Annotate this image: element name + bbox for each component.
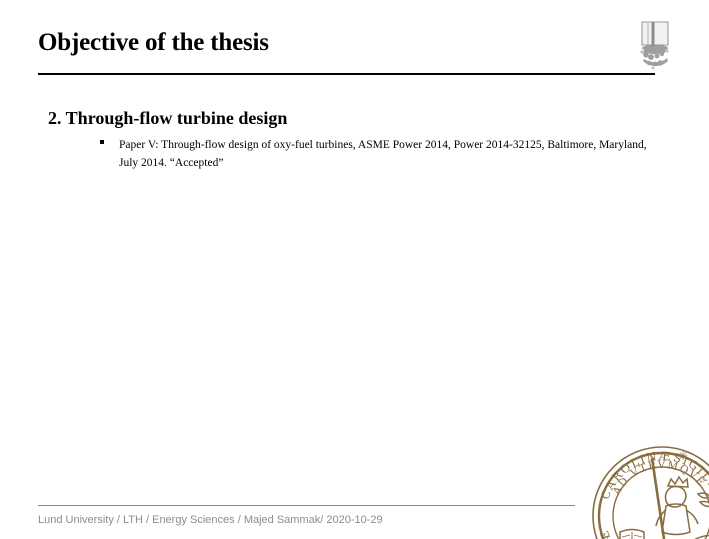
footer-text: Lund University / LTH / Energy Sciences … bbox=[38, 514, 383, 526]
list-item: Paper V: Through-flow design of oxy-fuel… bbox=[99, 135, 659, 171]
section-subheading: 2. Through-flow turbine design bbox=[48, 108, 288, 128]
citation-line-2: Baltimore, Maryland, July 2014. “Accepte… bbox=[119, 139, 647, 169]
page-title: Objective of the thesis bbox=[38, 29, 269, 56]
footer-divider bbox=[38, 505, 575, 506]
square-bullet-icon bbox=[100, 140, 104, 144]
svg-text:ORVM·CAROLINÆ: ORVM·CAROLINÆ bbox=[597, 528, 709, 539]
lund-emblem-small-icon bbox=[632, 19, 677, 71]
bullet-list: Paper V: Through-flow design of oxy-fuel… bbox=[99, 135, 659, 171]
title-divider bbox=[38, 73, 655, 75]
citation-line-1: Paper V: Through-flow design of oxy-fuel… bbox=[119, 139, 545, 151]
lund-university-seal-icon: CAROLINÆ SIGILL ORVM·CAROLINÆ AD VTRVMQV… bbox=[582, 436, 709, 539]
svg-text:✳: ✳ bbox=[678, 449, 688, 463]
